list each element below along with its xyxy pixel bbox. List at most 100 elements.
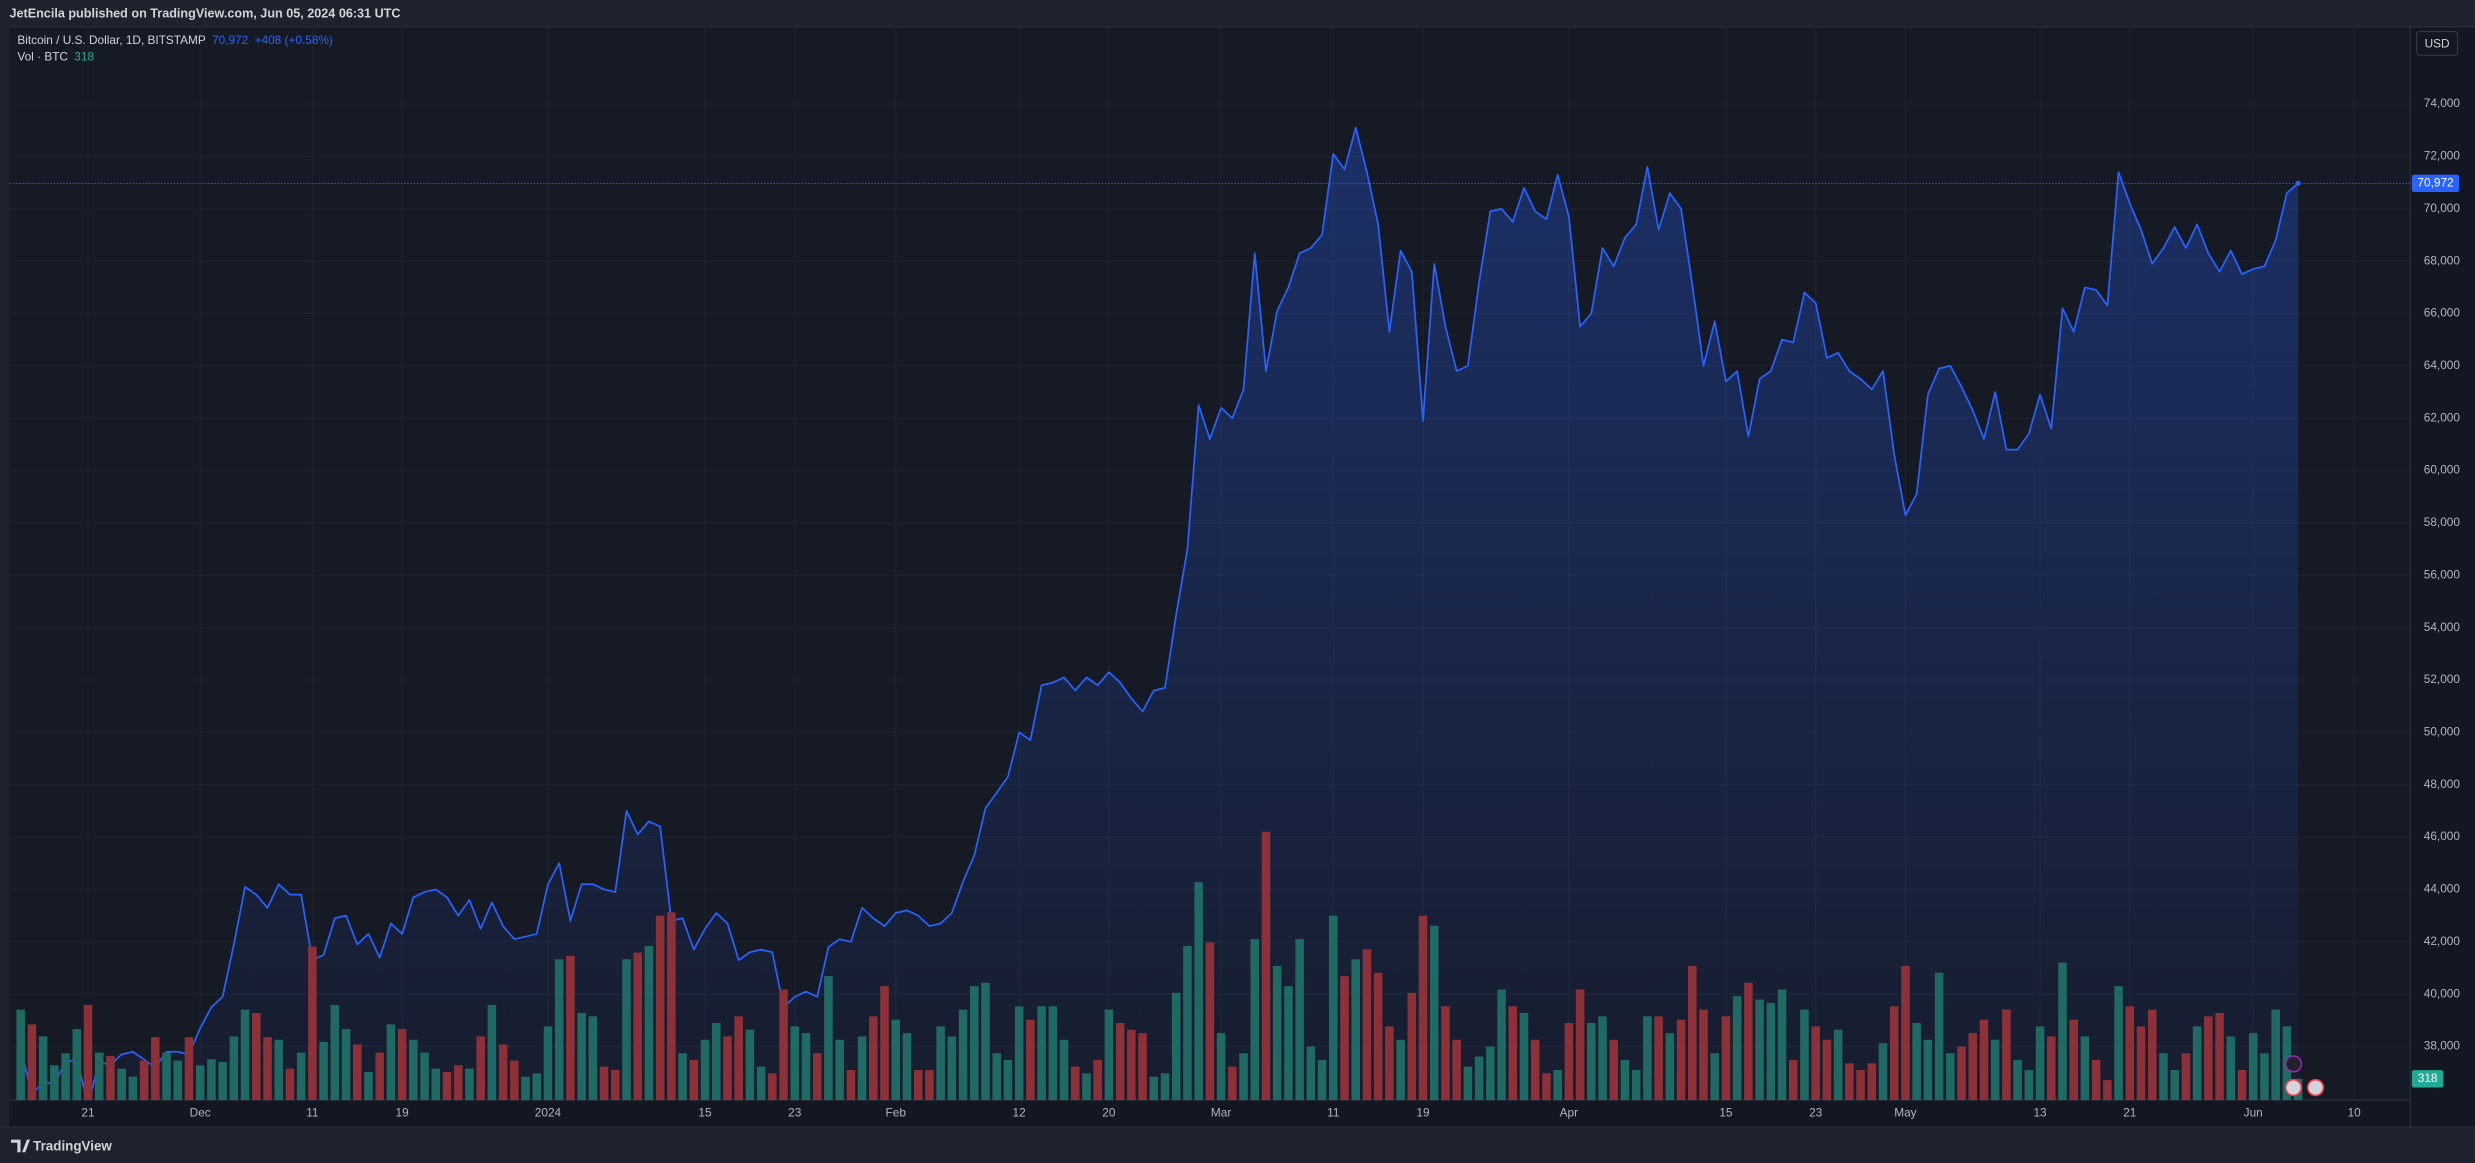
volume-bar — [902, 1033, 912, 1101]
volume-bar — [2080, 1036, 2090, 1101]
volume-bar — [2035, 1026, 2045, 1101]
volume-bar — [1845, 1063, 1854, 1101]
x-tick-label: Mar — [1211, 1106, 1231, 1120]
volume-bar — [2147, 1009, 2157, 1101]
volume-bar — [2069, 1019, 2078, 1101]
x-tick-label: Feb — [886, 1106, 907, 1120]
volume-bar — [1216, 1033, 1226, 1101]
volume-bar — [611, 1069, 620, 1101]
currency[interactable]: USD — [2425, 36, 2450, 50]
volume-bar — [1160, 1073, 1170, 1101]
volume-bar — [2103, 1080, 2112, 1101]
currency-button[interactable] — [2416, 31, 2459, 56]
volume-bar — [1272, 966, 1282, 1101]
volume-bar — [263, 1037, 272, 1101]
volume-bar — [1037, 1006, 1046, 1101]
volume-bar — [274, 1039, 283, 1101]
volume-bar — [94, 1052, 104, 1101]
volume-bar — [139, 1060, 149, 1101]
x-tick-label: 21 — [81, 1106, 94, 1120]
y-tick-label: 64,000 — [2424, 358, 2461, 372]
volume-bar — [308, 946, 317, 1101]
volume-bar — [184, 1037, 194, 1101]
event-icon[interactable] — [2284, 1078, 2303, 1097]
volume-bar — [1643, 1016, 1652, 1101]
volume-bar — [2204, 1016, 2213, 1101]
volume-bar — [1362, 949, 1372, 1101]
y-tick-label: 72,000 — [2424, 149, 2461, 163]
volume-bar — [1429, 925, 1439, 1101]
volume-bar — [1777, 989, 1787, 1101]
volume-bar — [711, 1023, 721, 1101]
volume-bar — [1474, 1056, 1484, 1101]
y-tick-label: 42,000 — [2424, 934, 2461, 948]
volume-bar — [442, 1072, 452, 1101]
volume-bar — [106, 1055, 115, 1101]
volume-bar — [83, 1004, 93, 1101]
legend-name: Vol · BTC — [17, 50, 68, 64]
volume-bar — [1373, 972, 1383, 1101]
volume-bar — [2260, 1053, 2269, 1101]
volume-tag-label: 318 — [2418, 1071, 2438, 1085]
price-area — [20, 127, 2299, 1101]
volume-bar — [2248, 1033, 2258, 1101]
volume-bar — [1418, 915, 1428, 1101]
volume-bar — [1104, 1009, 1114, 1101]
volume-bar — [1463, 1066, 1473, 1101]
volume-bar — [1811, 1026, 1820, 1101]
volume-bar — [1598, 1016, 1607, 1101]
volume-bar — [1452, 1039, 1461, 1101]
x-tick-label: May — [1894, 1106, 1916, 1120]
volume-bar — [835, 1039, 844, 1101]
event-icon[interactable] — [2284, 1055, 2303, 1073]
volume-bar — [1329, 915, 1338, 1101]
last-price-tag-label: 70,972 — [2417, 175, 2453, 189]
y-tick-label: 40,000 — [2424, 986, 2461, 1000]
volume-bar — [2125, 1006, 2135, 1101]
volume-bar — [1957, 1046, 1966, 1101]
volume-bar — [173, 1060, 183, 1101]
volume-bar — [756, 1066, 766, 1101]
volume-bar — [1284, 986, 1293, 1101]
volume-bar — [1261, 831, 1271, 1101]
volume-bar — [1183, 945, 1192, 1101]
volume-bar — [790, 1026, 800, 1101]
volume-bar — [1171, 992, 1181, 1101]
volume-bar — [678, 1053, 687, 1101]
volume-tag — [2411, 1070, 2444, 1088]
x-tick-label: 15 — [1719, 1106, 1733, 1120]
event-icon[interactable] — [2306, 1078, 2325, 1097]
x-tick-label: Dec — [190, 1106, 211, 1120]
y-tick-label: 70,000 — [2424, 201, 2461, 215]
volume-bar — [2047, 1036, 2056, 1101]
volume-bar — [1530, 1039, 1540, 1101]
volume-bar — [2002, 1009, 2011, 1101]
y-tick-label: 52,000 — [2424, 672, 2461, 686]
volume-bar — [207, 1059, 216, 1101]
volume-bar — [1878, 1043, 1888, 1101]
volume-bar — [1093, 1059, 1102, 1101]
x-tick-label: 23 — [788, 1106, 802, 1120]
volume-bar — [1934, 972, 1944, 1101]
volume-bar — [1665, 1033, 1675, 1101]
volume-bar — [1923, 1039, 1933, 1101]
volume-bar — [1856, 1069, 1865, 1101]
volume-bar — [2159, 1053, 2168, 1101]
volume-bar — [195, 1065, 205, 1101]
volume-bar — [162, 1052, 171, 1101]
volume-bar — [1990, 1039, 2000, 1101]
volume-bar — [801, 1033, 811, 1101]
volume-bar — [2136, 1026, 2146, 1101]
volume-bar — [667, 912, 676, 1101]
volume-bar — [2226, 1036, 2236, 1101]
volume-bar — [1901, 966, 1910, 1101]
volume-bar — [1351, 959, 1360, 1101]
volume-bar — [2192, 1026, 2202, 1101]
volume-bar — [1654, 1016, 1663, 1101]
volume-bar — [1250, 939, 1260, 1101]
volume-bar — [734, 1016, 743, 1101]
y-tick-label: 38,000 — [2424, 1039, 2461, 1053]
volume-bar — [1542, 1073, 1551, 1101]
volume-bar — [846, 1069, 856, 1101]
volume-bar — [947, 1036, 957, 1101]
